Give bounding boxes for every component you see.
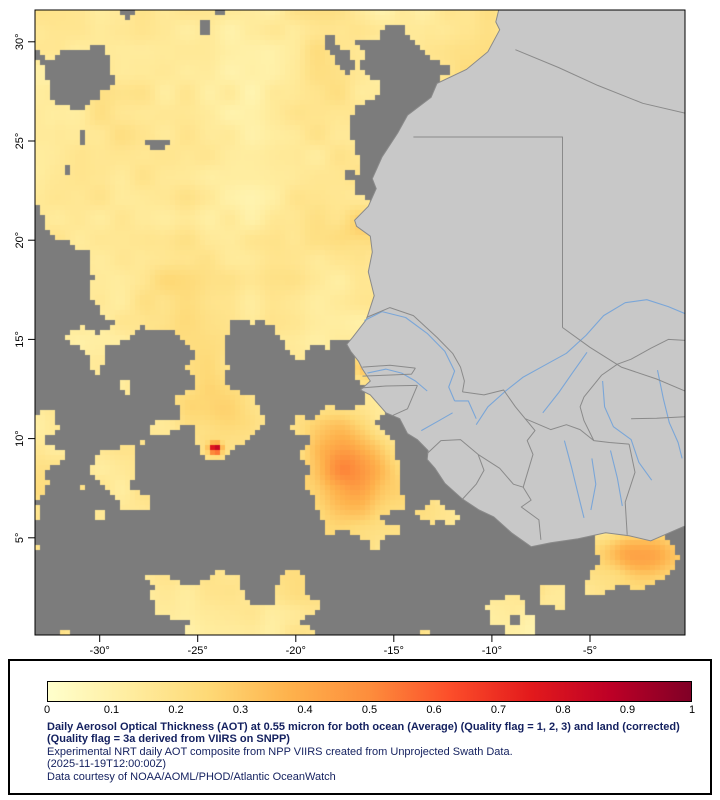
country-border-line xyxy=(462,454,485,500)
river-line xyxy=(609,450,623,507)
colorbar-tick-label: 0.2 xyxy=(168,704,184,716)
country-border-line xyxy=(413,136,563,328)
river-line xyxy=(590,458,597,511)
river-line xyxy=(364,311,456,402)
lat-axis-labels: 30° 25° 20° 15° 10° 5° xyxy=(14,33,26,543)
colorbar-tick-label: 0.3 xyxy=(232,704,249,716)
country-border-line xyxy=(624,443,636,535)
river-line xyxy=(563,440,585,519)
legend-timestamp: (2025-11-19T12:00:00Z) xyxy=(47,758,167,771)
country-border-line xyxy=(360,384,418,389)
colorbar-gradient xyxy=(47,681,692,702)
country-border-line xyxy=(362,367,416,377)
legend-panel: 0 0.1 0.2 0.3 0.4 0.5 0.6 0.7 0.8 0.9 1 … xyxy=(8,659,712,795)
lon-tick-label: -5° xyxy=(583,645,597,657)
country-border-line xyxy=(462,389,526,420)
lat-tick-label: 5° xyxy=(14,533,26,544)
river-line xyxy=(475,299,685,426)
country-border-line xyxy=(579,374,603,441)
country-border-line xyxy=(562,327,685,392)
colorbar-tick-label: 0.6 xyxy=(426,704,442,716)
country-border-line xyxy=(362,364,416,369)
colorbar-tick-label: 0.1 xyxy=(103,704,120,716)
colorbar-tick-label: 0.5 xyxy=(361,704,378,716)
river-line xyxy=(656,369,683,459)
colorbar-tick-labels: 0 0.1 0.2 0.3 0.4 0.5 0.6 0.7 0.8 0.9 1 xyxy=(43,704,696,717)
country-border-line xyxy=(601,338,685,376)
colorbar-tick-label: 0.4 xyxy=(297,704,313,716)
country-border-line xyxy=(426,439,479,455)
country-border-line xyxy=(631,416,685,420)
lon-tick-label: -20° xyxy=(286,645,306,657)
map-overlay-svg: 30° 25° 20° 15° 10° 5° -30° -25° -20° -1… xyxy=(14,9,686,657)
lon-tick-label: -25° xyxy=(188,645,208,657)
lon-axis-labels: -30° -25° -20° -15° -10° -5° xyxy=(90,645,598,657)
legend-credit: Data courtesy of NOAA/AOML/PHOD/Atlantic… xyxy=(47,770,336,783)
colorbar-tick-label: 0.8 xyxy=(555,704,571,716)
river-line xyxy=(542,351,588,414)
colorbar-tick-label: 0.7 xyxy=(490,704,507,716)
lon-tick-label: -10° xyxy=(482,645,502,657)
colorbar-tick-label: 1 xyxy=(688,704,696,716)
map-frame xyxy=(34,9,686,636)
country-border-line xyxy=(366,307,465,392)
lat-tick-label: 15° xyxy=(14,331,26,348)
lon-tick-label: -30° xyxy=(90,645,110,657)
country-border-line xyxy=(525,418,630,445)
legend-description: Experimental NRT daily AOT composite fro… xyxy=(47,745,513,758)
colorbar-tick-label: 0 xyxy=(43,704,51,716)
west-africa-landmass xyxy=(346,10,685,548)
axis-ticks xyxy=(28,41,591,642)
country-borders-layer xyxy=(360,49,685,540)
river-line xyxy=(602,380,653,481)
country-border-line xyxy=(522,418,536,488)
country-border-line xyxy=(477,453,542,540)
river-line xyxy=(367,368,428,392)
lat-tick-label: 30° xyxy=(14,33,26,50)
river-line xyxy=(454,400,477,419)
land-layer xyxy=(346,10,685,548)
river-line xyxy=(421,412,453,432)
rivers-layer xyxy=(364,299,685,519)
country-border-line xyxy=(391,385,418,417)
legend-caption: Daily Aerosol Optical Thickness (AOT) at… xyxy=(47,721,694,783)
lat-tick-label: 20° xyxy=(14,232,26,249)
lon-tick-label: -15° xyxy=(384,645,404,657)
country-border-line xyxy=(515,49,685,114)
colorbar-tick-label: 0.9 xyxy=(619,704,636,716)
lat-tick-label: 10° xyxy=(14,430,26,447)
lat-tick-label: 25° xyxy=(14,133,26,150)
legend-title: Daily Aerosol Optical Thickness (AOT) at… xyxy=(47,721,680,746)
